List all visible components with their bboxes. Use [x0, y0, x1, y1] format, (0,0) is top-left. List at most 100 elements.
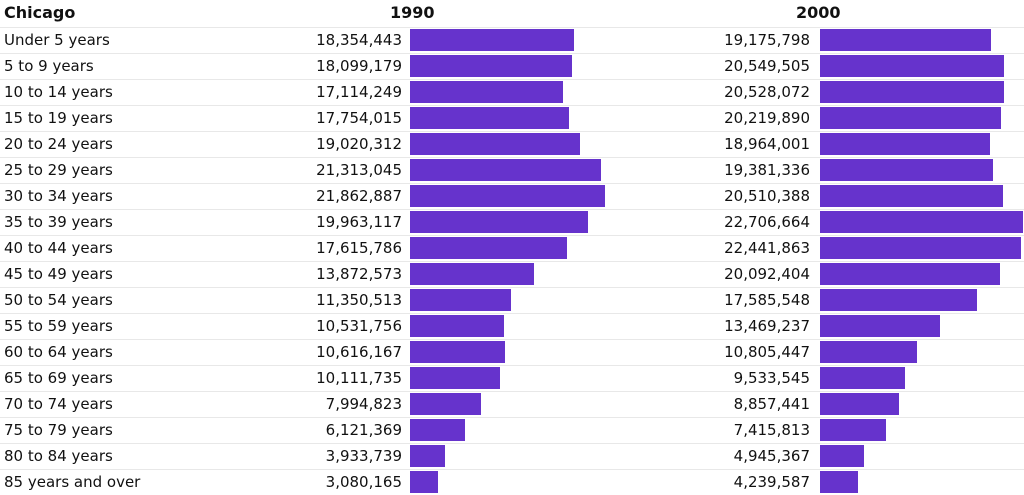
bar-1990: [410, 133, 580, 155]
value-label-1990: 21,862,887: [316, 187, 402, 205]
series-header-1990: 1990: [390, 3, 435, 22]
row-divider: [0, 391, 1024, 392]
category-label: 40 to 44 years: [4, 239, 113, 257]
bar-1990: [410, 289, 511, 311]
row-divider: [0, 261, 1024, 262]
bar-1990: [410, 29, 574, 51]
value-label-2000: 13,469,237: [724, 317, 810, 335]
category-label: 60 to 64 years: [4, 343, 113, 361]
bar-2000: [820, 185, 1003, 207]
bar-2000: [820, 289, 977, 311]
bar-1990: [410, 341, 505, 363]
table-row: 45 to 49 years 13,872,573 20,092,404: [0, 261, 1024, 287]
category-label: 85 years and over: [4, 473, 141, 491]
bar-1990: [410, 81, 563, 103]
value-label-1990: 19,020,312: [316, 135, 402, 153]
value-label-1990: 18,354,443: [316, 31, 402, 49]
bar-2000: [820, 367, 905, 389]
bar-2000: [820, 263, 1000, 285]
value-label-2000: 17,585,548: [724, 291, 810, 309]
value-label-2000: 20,528,072: [724, 83, 810, 101]
category-label: 45 to 49 years: [4, 265, 113, 283]
bar-2000: [820, 445, 864, 467]
bar-2000: [820, 471, 858, 493]
row-divider: [0, 365, 1024, 366]
row-divider: [0, 235, 1024, 236]
value-label-2000: 9,533,545: [733, 369, 810, 387]
category-label: 80 to 84 years: [4, 447, 113, 465]
bar-1990: [410, 471, 438, 493]
row-divider: [0, 417, 1024, 418]
bar-2000: [820, 393, 899, 415]
table-row: 10 to 14 years 17,114,249 20,528,072: [0, 79, 1024, 105]
bar-1990: [410, 159, 601, 181]
category-label: 65 to 69 years: [4, 369, 113, 387]
value-label-1990: 21,313,045: [316, 161, 402, 179]
category-label: 20 to 24 years: [4, 135, 113, 153]
category-label: Under 5 years: [4, 31, 110, 49]
table-row: 25 to 29 years 21,313,045 19,381,336: [0, 157, 1024, 183]
bar-1990: [410, 315, 504, 337]
value-label-2000: 10,805,447: [724, 343, 810, 361]
bar-1990: [410, 211, 588, 233]
row-divider: [0, 287, 1024, 288]
category-label: 50 to 54 years: [4, 291, 113, 309]
value-label-1990: 7,994,823: [325, 395, 402, 413]
table-row: 15 to 19 years 17,754,015 20,219,890: [0, 105, 1024, 131]
value-label-2000: 7,415,813: [733, 421, 810, 439]
table-row: 20 to 24 years 19,020,312 18,964,001: [0, 131, 1024, 157]
series-header-2000: 2000: [796, 3, 841, 22]
bar-1990: [410, 263, 534, 285]
table-row: Under 5 years 18,354,443 19,175,798: [0, 27, 1024, 53]
row-divider: [0, 313, 1024, 314]
row-divider: [0, 339, 1024, 340]
row-divider: [0, 209, 1024, 210]
value-label-2000: 22,441,863: [724, 239, 810, 257]
bar-2000: [820, 133, 990, 155]
table-row: 50 to 54 years 11,350,513 17,585,548: [0, 287, 1024, 313]
row-divider: [0, 105, 1024, 106]
chart-title: Chicago: [4, 3, 76, 22]
value-label-1990: 10,111,735: [316, 369, 402, 387]
category-label: 25 to 29 years: [4, 161, 113, 179]
value-label-2000: 20,549,505: [724, 57, 810, 75]
value-label-2000: 20,092,404: [724, 265, 810, 283]
table-row: 60 to 64 years 10,616,167 10,805,447: [0, 339, 1024, 365]
bar-1990: [410, 237, 567, 259]
category-label: 10 to 14 years: [4, 83, 113, 101]
bar-2000: [820, 55, 1004, 77]
bar-1990: [410, 185, 605, 207]
bar-2000: [820, 107, 1001, 129]
value-label-2000: 19,381,336: [724, 161, 810, 179]
row-divider: [0, 443, 1024, 444]
category-label: 30 to 34 years: [4, 187, 113, 205]
row-divider: [0, 469, 1024, 470]
value-label-2000: 20,219,890: [724, 109, 810, 127]
bar-1990: [410, 55, 572, 77]
bar-2000: [820, 211, 1023, 233]
table-row: 80 to 84 years 3,933,739 4,945,367: [0, 443, 1024, 469]
bar-2000: [820, 419, 886, 441]
row-divider: [0, 157, 1024, 158]
category-label: 75 to 79 years: [4, 421, 113, 439]
bar-1990: [410, 107, 569, 129]
value-label-1990: 3,080,165: [325, 473, 402, 491]
value-label-2000: 4,239,587: [733, 473, 810, 491]
bar-1990: [410, 445, 445, 467]
value-label-1990: 10,531,756: [316, 317, 402, 335]
value-label-2000: 20,510,388: [724, 187, 810, 205]
bar-1990: [410, 367, 500, 389]
category-label: 35 to 39 years: [4, 213, 113, 231]
bar-2000: [820, 341, 917, 363]
value-label-1990: 3,933,739: [325, 447, 402, 465]
table-row: 85 years and over 3,080,165 4,239,587: [0, 469, 1024, 495]
category-label: 15 to 19 years: [4, 109, 113, 127]
table-row: 30 to 34 years 21,862,887 20,510,388: [0, 183, 1024, 209]
value-label-2000: 22,706,664: [724, 213, 810, 231]
bar-2000: [820, 159, 993, 181]
value-label-1990: 17,114,249: [316, 83, 402, 101]
table-row: 40 to 44 years 17,615,786 22,441,863: [0, 235, 1024, 261]
value-label-2000: 18,964,001: [724, 135, 810, 153]
table-row: 65 to 69 years 10,111,735 9,533,545: [0, 365, 1024, 391]
